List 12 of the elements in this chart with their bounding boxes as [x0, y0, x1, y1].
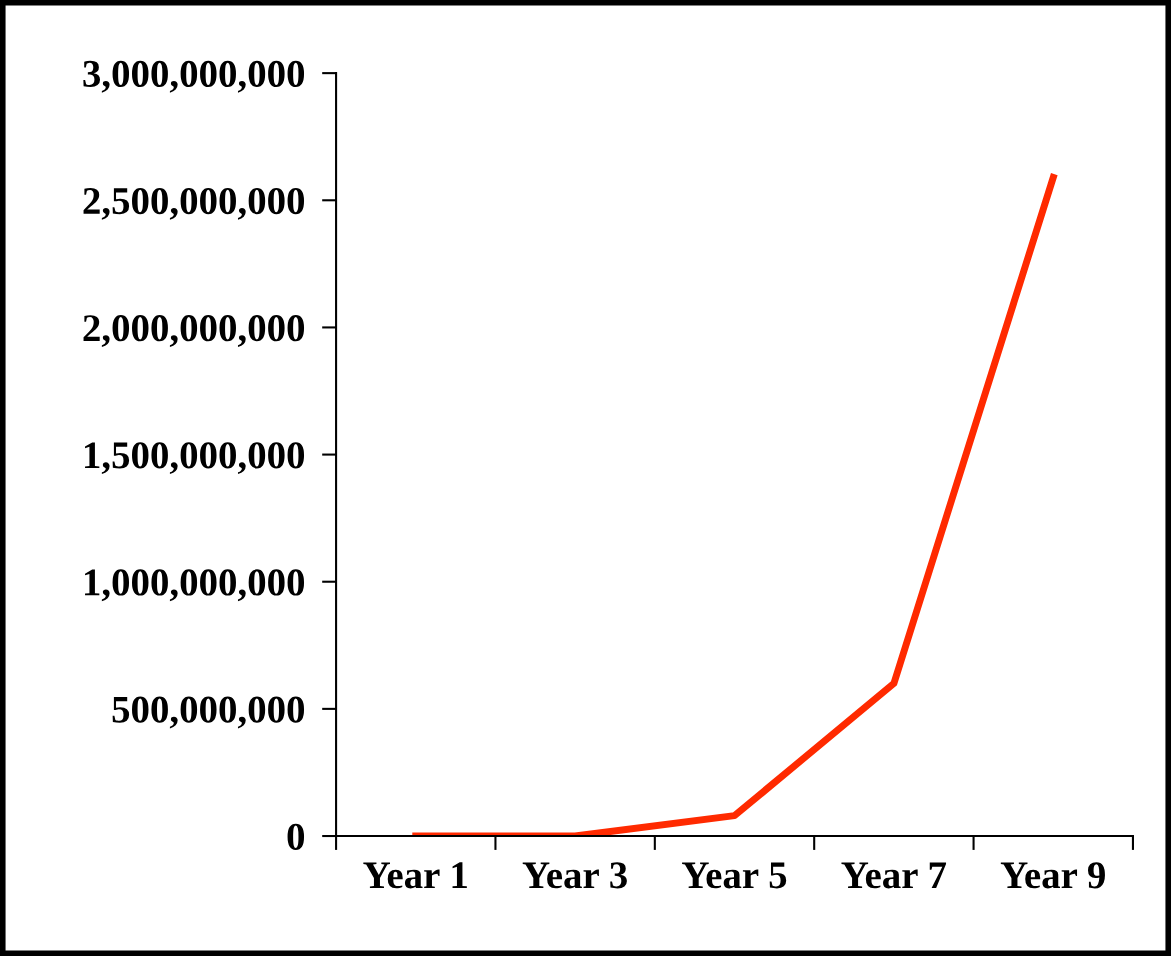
y-tick-label: 3,000,000,000 [83, 60, 305, 93]
y-tick-label: 1,500,000,000 [85, 442, 305, 475]
y-tick-label: 1,000,000,000 [85, 569, 305, 602]
y-tick-label: 0 [287, 823, 305, 850]
x-tick-label: Year 5 [682, 862, 787, 889]
x-tick-label: Year 7 [841, 862, 947, 889]
y-tick-label: 500,000,000 [112, 696, 305, 729]
y-tick-label: 2,500,000,000 [83, 187, 305, 220]
x-tick-label: Year 1 [363, 862, 467, 889]
x-tick-label: Year 3 [522, 862, 627, 889]
y-tick-label: 2,000,000,000 [83, 315, 305, 347]
x-tick-label: Year 9 [1000, 862, 1105, 889]
